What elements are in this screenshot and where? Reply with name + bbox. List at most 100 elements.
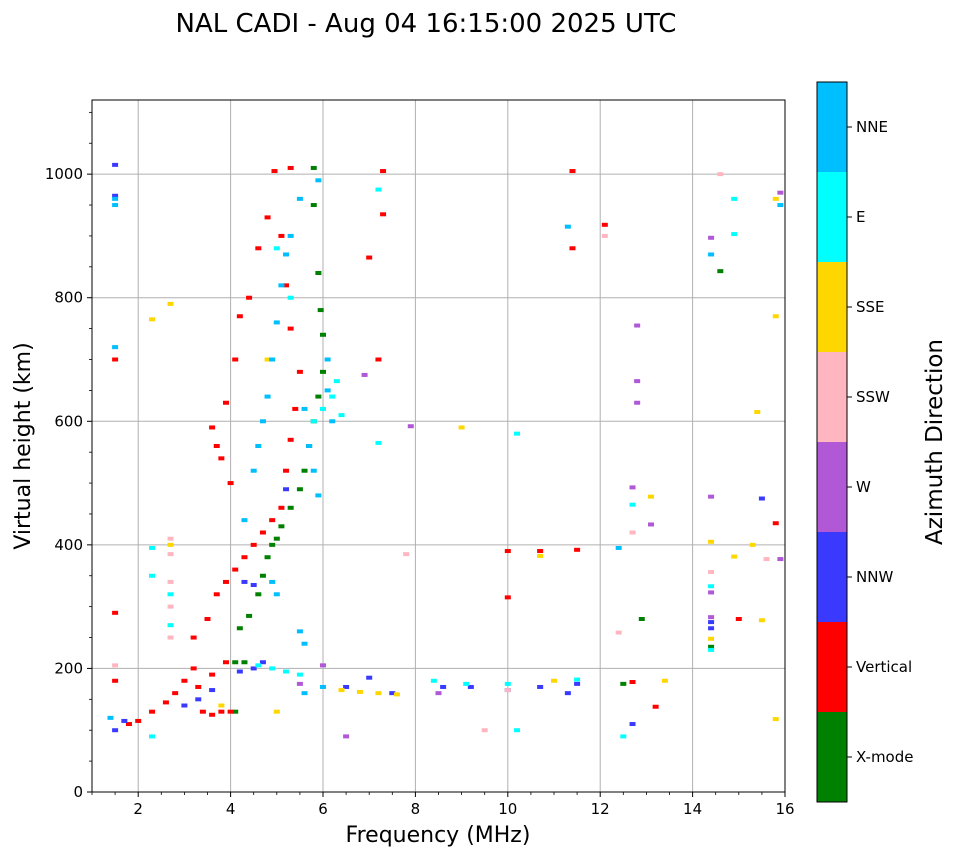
data-point — [227, 709, 234, 714]
data-point — [361, 372, 368, 377]
data-point — [213, 444, 220, 448]
data-point — [112, 345, 119, 350]
data-point — [222, 400, 229, 405]
data-point — [467, 684, 474, 689]
data-point — [269, 518, 276, 523]
data-point — [204, 617, 211, 621]
data-point — [731, 196, 738, 201]
data-point — [112, 728, 119, 733]
data-point — [317, 308, 324, 313]
data-point — [218, 709, 225, 714]
data-point — [620, 681, 627, 686]
data-point — [777, 557, 784, 562]
data-point — [772, 314, 779, 319]
colorbar-label: Azimuth Direction — [922, 339, 948, 545]
data-point — [213, 592, 220, 597]
data-point — [315, 271, 322, 275]
data-point — [306, 444, 313, 448]
chart-title: NAL CADI - Aug 04 16:15:00 2025 UTC — [176, 9, 677, 39]
colorbar-segment — [817, 82, 847, 172]
data-point — [236, 669, 243, 674]
data-point — [301, 468, 308, 473]
colorbar-tick-label: NNW — [856, 568, 893, 586]
colorbar-segment — [817, 352, 847, 442]
data-point — [273, 709, 280, 714]
data-point — [246, 613, 253, 618]
data-point — [149, 709, 156, 714]
colorbar-segment — [817, 172, 847, 262]
colorbar-tick-label: Vertical — [856, 658, 912, 676]
data-point — [652, 704, 659, 709]
data-point — [195, 684, 202, 689]
data-point — [232, 709, 239, 714]
data-point — [329, 419, 336, 424]
data-point — [504, 595, 511, 600]
data-point — [772, 196, 779, 201]
colorbar-segment — [817, 712, 847, 802]
x-tick-label: 16 — [775, 800, 794, 818]
colorbar-segment — [817, 622, 847, 712]
data-point — [366, 255, 373, 260]
data-point — [149, 545, 156, 550]
data-point — [504, 681, 511, 686]
data-point — [574, 681, 581, 686]
colorbar-segment — [817, 442, 847, 532]
x-tick-label: 14 — [683, 800, 702, 818]
data-point — [287, 295, 294, 300]
data-point — [112, 357, 119, 362]
data-point — [320, 332, 326, 337]
data-point — [504, 549, 511, 554]
data-point — [380, 169, 387, 174]
data-point — [324, 357, 331, 362]
data-point — [564, 691, 571, 696]
data-point — [287, 165, 294, 170]
data-point — [749, 542, 756, 547]
data-point — [195, 697, 202, 702]
data-point — [310, 419, 317, 424]
data-point — [661, 678, 668, 683]
data-point — [333, 379, 340, 384]
y-tick-label: 600 — [54, 412, 83, 430]
data-point — [255, 444, 262, 448]
data-point — [259, 530, 266, 535]
data-point — [574, 547, 581, 552]
data-point — [717, 172, 724, 177]
y-tick-label: 400 — [54, 536, 83, 554]
data-point — [181, 703, 188, 708]
y-axis-label: Virtual height (km) — [11, 342, 36, 549]
data-point — [634, 379, 641, 384]
x-tick-label: 8 — [411, 800, 421, 818]
data-point — [708, 252, 715, 257]
data-point — [301, 691, 308, 696]
data-point — [278, 283, 285, 288]
data-point — [634, 400, 641, 405]
data-point — [172, 691, 179, 696]
data-point — [601, 222, 608, 227]
y-tick-label: 0 — [73, 783, 83, 801]
data-point — [283, 669, 290, 674]
data-point — [407, 424, 414, 429]
data-point — [772, 717, 779, 722]
data-point — [430, 678, 437, 683]
data-point — [320, 369, 326, 374]
data-point — [615, 630, 622, 635]
data-point — [537, 553, 544, 558]
data-point — [717, 269, 724, 274]
x-tick-label: 6 — [318, 800, 328, 818]
data-point — [121, 718, 128, 723]
data-point — [273, 592, 280, 597]
data-point — [343, 734, 350, 739]
data-point — [181, 678, 188, 683]
data-point — [569, 169, 576, 174]
data-point — [481, 728, 488, 733]
data-point — [278, 505, 285, 510]
data-point — [283, 487, 290, 492]
data-point — [629, 502, 636, 507]
data-point — [283, 468, 290, 473]
data-point — [283, 283, 290, 288]
data-point — [301, 641, 308, 646]
data-point — [296, 196, 303, 201]
data-point — [259, 419, 266, 424]
data-point — [232, 357, 239, 362]
data-point — [389, 691, 396, 696]
